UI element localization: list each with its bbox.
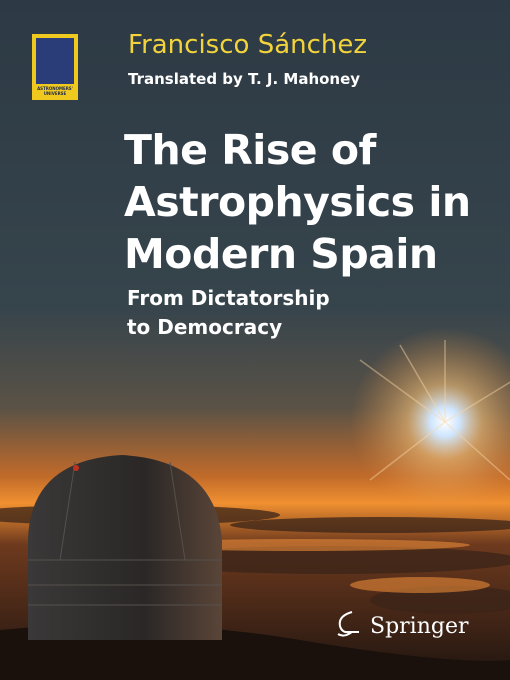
- author: Francisco Sánchez: [128, 30, 368, 60]
- series-name: Astronomers' Universe: [37, 86, 73, 96]
- title-line: The Rise of: [124, 126, 376, 174]
- translator: Translated by T. J. Mahoney: [128, 70, 361, 88]
- series-logo-art: [36, 38, 74, 84]
- publisher: Springer: [370, 614, 469, 639]
- subtitle-line: to Democracy: [127, 315, 283, 339]
- series-logo: Astronomers' Universe: [32, 34, 78, 100]
- subtitle-line: From Dictatorship: [127, 286, 330, 310]
- title-line: Astrophysics in: [124, 178, 471, 226]
- title-line: Modern Spain: [124, 230, 438, 278]
